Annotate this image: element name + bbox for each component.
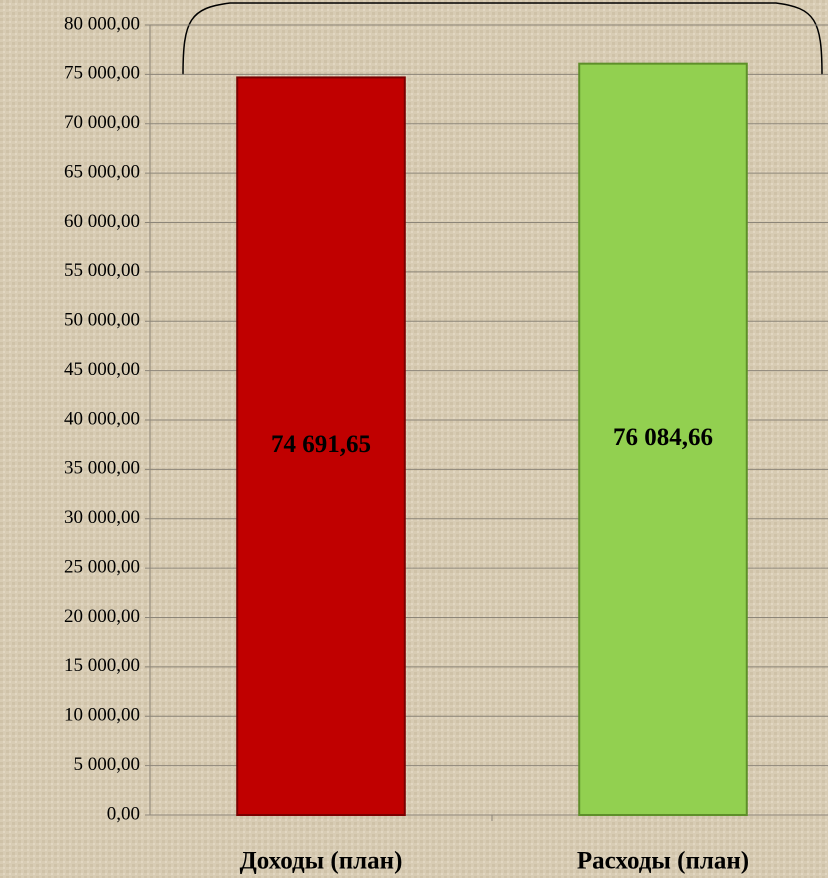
y-tick-label: 45 000,00 [64, 359, 140, 380]
value-label: 76 084,66 [613, 424, 713, 451]
y-tick-label: 20 000,00 [64, 606, 140, 627]
y-tick-label: 65 000,00 [64, 161, 140, 182]
y-tick-label: 10 000,00 [64, 705, 140, 726]
x-tick-label: Расходы (план) [577, 848, 749, 875]
y-tick-label: 55 000,00 [64, 260, 140, 281]
y-tick-label: 30 000,00 [64, 507, 140, 528]
y-tick-label: 15 000,00 [64, 655, 140, 676]
bar [236, 76, 406, 816]
y-tick-label: 75 000,00 [64, 63, 140, 84]
y-tick-label: 5 000,00 [74, 754, 141, 775]
y-tick-label: 0,00 [107, 803, 140, 824]
y-tick-label: 40 000,00 [64, 408, 140, 429]
y-tick-label: 80 000,00 [64, 13, 140, 34]
y-tick-label: 35 000,00 [64, 458, 140, 479]
y-tick-label: 50 000,00 [64, 310, 140, 331]
y-tick-label: 60 000,00 [64, 211, 140, 232]
x-tick-label: Доходы (план) [240, 848, 403, 875]
bar [578, 62, 748, 816]
y-tick-label: 70 000,00 [64, 112, 140, 133]
y-tick-label: 25 000,00 [64, 556, 140, 577]
bracket [182, 2, 823, 76]
value-label: 74 691,65 [271, 431, 371, 458]
